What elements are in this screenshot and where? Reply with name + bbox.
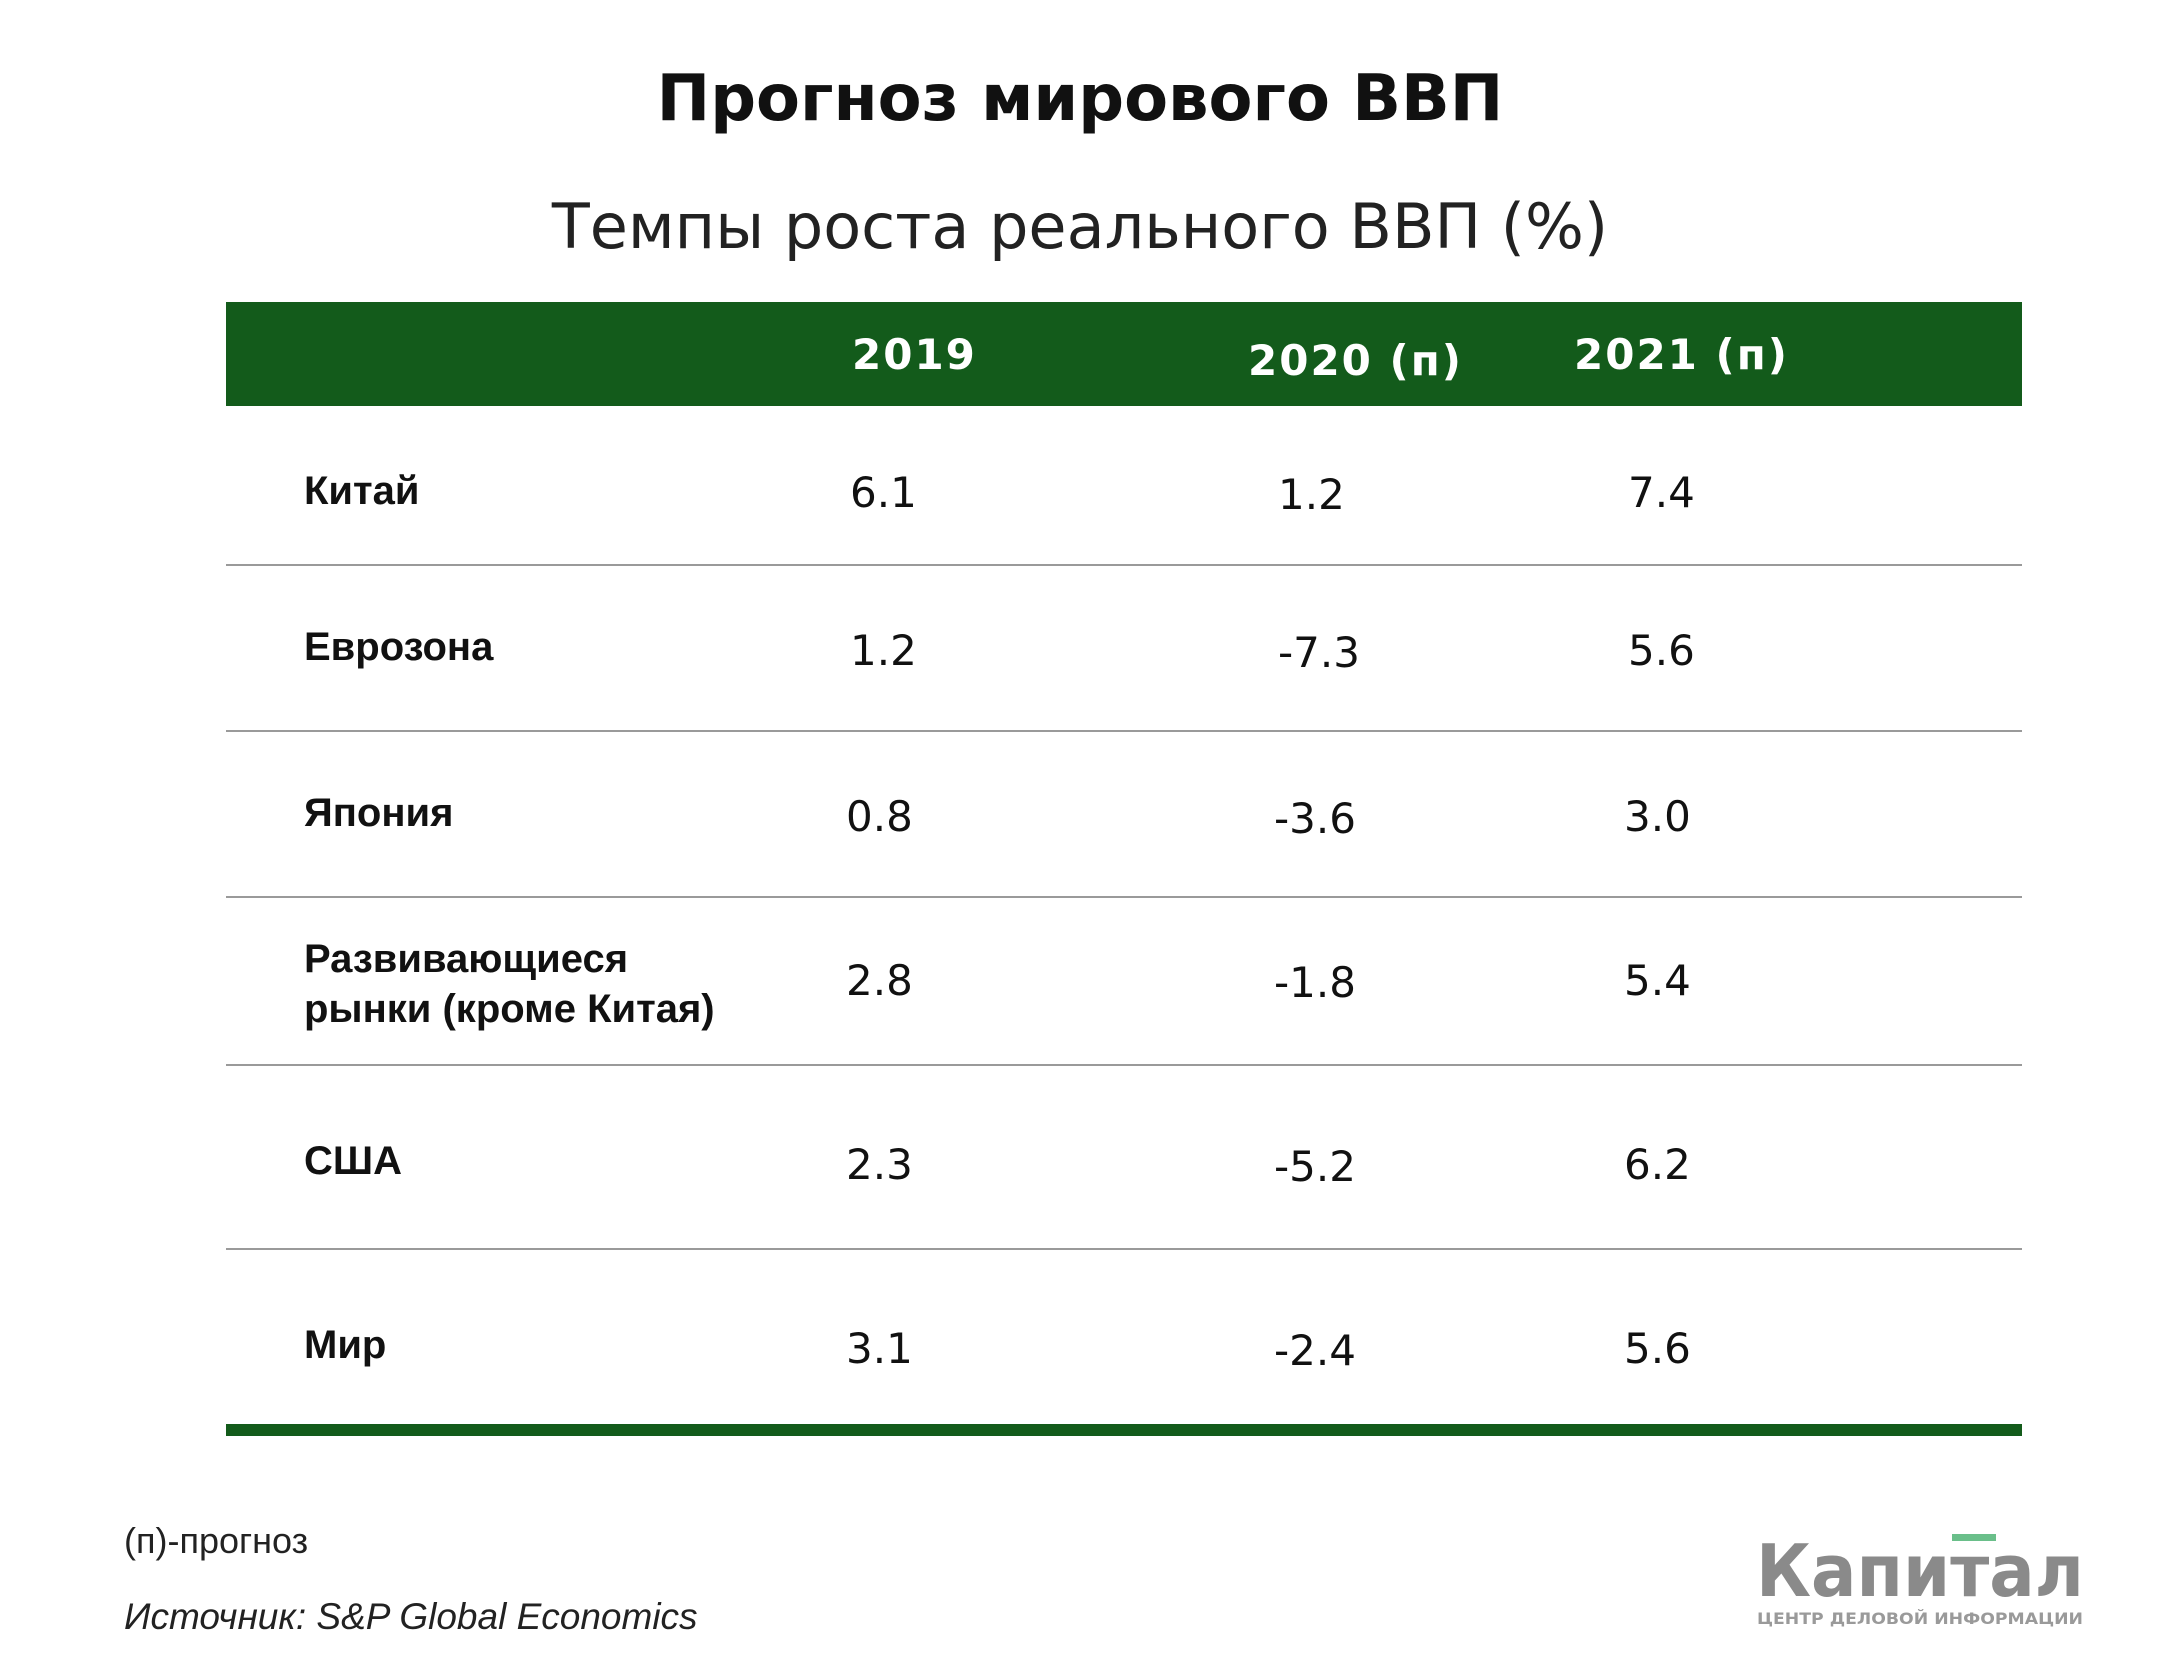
cell-value: -2.4 <box>1274 1326 1356 1375</box>
column-header-2019: 2019 <box>852 330 977 379</box>
forecast-note: (п)-прогноз <box>124 1520 309 1561</box>
cell-value: 3.1 <box>846 1324 913 1373</box>
table-row: Мир 3.1 -2.4 5.6 <box>226 1250 2022 1436</box>
cell-value: 3.0 <box>1624 792 1691 841</box>
logo-accent-bar <box>1952 1534 1996 1541</box>
cell-value: 6.1 <box>850 468 917 517</box>
cell-value: 6.2 <box>1624 1140 1691 1189</box>
table-row: Китай 6.1 1.2 7.4 <box>226 406 2022 566</box>
kapital-logo: Капитал ЦЕНТР ДЕЛОВОЙ ИНФОРМАЦИИ <box>1756 1530 2084 1628</box>
cell-value: -5.2 <box>1274 1142 1356 1191</box>
row-label: Япония <box>304 791 454 835</box>
table-row: США 2.3 -5.2 6.2 <box>226 1066 2022 1250</box>
logo-wordmark: Капитал <box>1756 1530 2084 1613</box>
table-row: Еврозона 1.2 -7.3 5.6 <box>226 566 2022 732</box>
table-row: Развивающиеся рынки (кроме Китая) 2.8 -1… <box>226 898 2022 1066</box>
column-header-2020: 2020 (п) <box>1248 336 1463 385</box>
row-label: Еврозона <box>304 625 494 669</box>
cell-value: -3.6 <box>1274 794 1356 843</box>
cell-value: 5.6 <box>1628 626 1695 675</box>
cell-value: -7.3 <box>1278 628 1360 677</box>
source-note: Источник: S&P Global Economics <box>124 1596 698 1637</box>
table-header: 2019 2020 (п) 2021 (п) <box>226 302 2022 406</box>
cell-value: 1.2 <box>1278 470 1345 519</box>
cell-value: 2.3 <box>846 1140 913 1189</box>
row-label: Китай <box>304 469 420 513</box>
cell-value: 7.4 <box>1628 468 1695 517</box>
chart-title: Прогноз мирового ВВП <box>656 62 1504 136</box>
gdp-table: 2019 2020 (п) 2021 (п) Китай 6.1 1.2 7.4… <box>226 302 2022 1436</box>
row-label: Развивающиеся рынки (кроме Китая) <box>304 934 715 1034</box>
row-label-line: Развивающиеся <box>304 937 629 981</box>
cell-value: 5.4 <box>1624 956 1691 1005</box>
cell-value: -1.8 <box>1274 958 1356 1007</box>
cell-value: 0.8 <box>846 792 913 841</box>
logo-tagline: ЦЕНТР ДЕЛОВОЙ ИНФОРМАЦИИ <box>1757 1609 2083 1628</box>
cell-value: 2.8 <box>846 956 913 1005</box>
chart-subtitle: Темпы роста реального ВВП (%) <box>551 190 1609 263</box>
row-label: Мир <box>304 1323 387 1367</box>
cell-value: 5.6 <box>1624 1324 1691 1373</box>
row-label-line: рынки (кроме Китая) <box>304 987 715 1031</box>
column-header-2021: 2021 (п) <box>1574 330 1789 379</box>
cell-value: 1.2 <box>850 626 917 675</box>
table-row: Япония 0.8 -3.6 3.0 <box>226 732 2022 898</box>
row-label: США <box>304 1139 402 1183</box>
